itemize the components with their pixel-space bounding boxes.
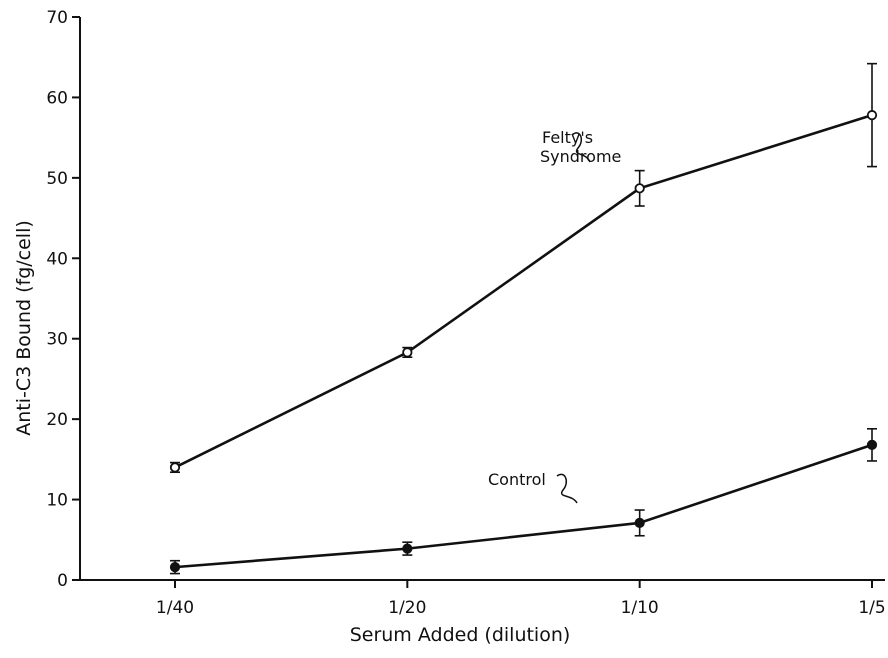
series-line: [174, 443, 873, 569]
series-control: [169, 427, 878, 575]
y-tick-label: 10: [46, 491, 68, 511]
series-line: [174, 113, 873, 469]
data-point: [866, 439, 878, 450]
series-layer: [169, 62, 878, 575]
y-ticks: 0 10 20 30 40 50 60 70: [46, 8, 80, 591]
annotation-label: Syndrome: [540, 147, 621, 166]
y-tick-label: 30: [46, 330, 68, 350]
y-axis-title: Anti-C3 Bound (fg/cell): [13, 220, 35, 436]
series-feltys: [169, 62, 878, 474]
x-axis-title: Serum Added (dilution): [350, 624, 571, 646]
y-tick-label: 0: [57, 571, 68, 591]
annotation-label: Felty's: [542, 128, 593, 147]
y-tick-label: 70: [46, 8, 68, 28]
annotation-label: Control: [488, 470, 546, 489]
y-tick-label: 40: [46, 249, 68, 269]
annotation-control: Control: [488, 470, 578, 504]
y-tick-label: 20: [46, 410, 68, 430]
data-point: [634, 517, 645, 528]
data-point: [402, 543, 413, 554]
x-tick-label: 1/10: [621, 598, 659, 618]
x-tick-label: 1/5: [858, 598, 885, 618]
data-point: [634, 183, 645, 194]
annotation-leader: [556, 473, 578, 504]
data-point: [169, 462, 181, 473]
data-point: [866, 110, 878, 121]
x-tick-label: 1/20: [388, 598, 426, 618]
data-point: [169, 562, 181, 573]
y-tick-label: 50: [46, 169, 68, 189]
axes: [79, 17, 885, 581]
annotation-leader: [571, 132, 591, 163]
x-tick-label: 1/40: [156, 598, 194, 618]
x-ticks: 1/40 1/20 1/10 1/5: [156, 580, 886, 618]
data-point: [402, 347, 413, 358]
y-tick-label: 60: [46, 88, 68, 108]
